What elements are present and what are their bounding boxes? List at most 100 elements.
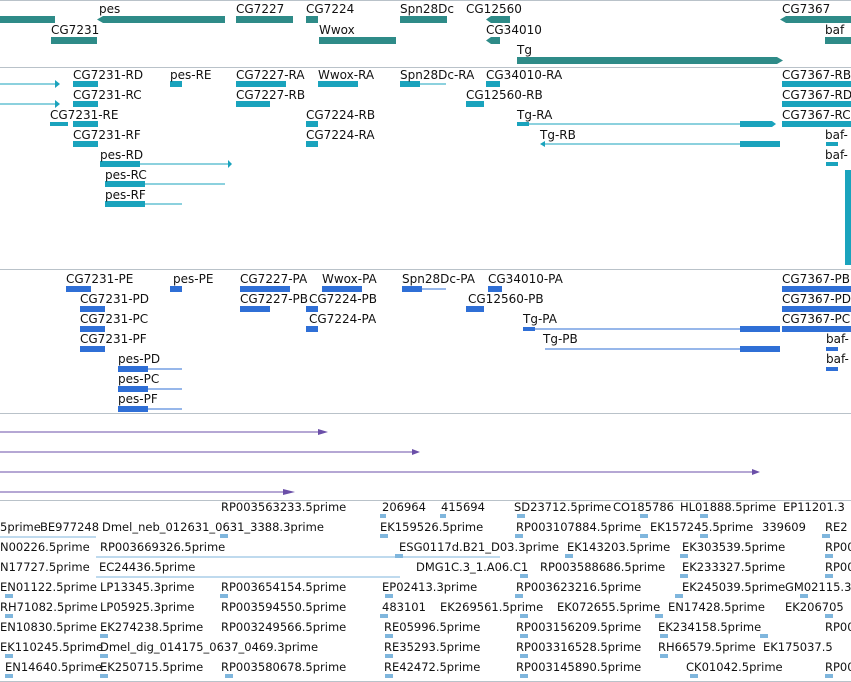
protein-feature-glyph[interactable] [240, 306, 270, 312]
est-label[interactable]: EK157245.5prime [650, 520, 754, 534]
gene-bar[interactable] [486, 37, 500, 44]
est-label[interactable]: CO185786 [613, 500, 674, 514]
transcript-label[interactable]: CG7227-RB [236, 88, 306, 102]
transcript-label[interactable]: Tg-RA [517, 108, 553, 122]
est-feature-glyph[interactable] [700, 534, 708, 538]
est-feature-glyph[interactable] [5, 594, 13, 598]
transcript-feature-glyph[interactable] [73, 101, 98, 107]
transcript-feature-glyph[interactable] [100, 161, 140, 167]
gene-bar[interactable] [306, 16, 318, 23]
protein-feature-glyph[interactable] [782, 306, 851, 312]
est-feature-glyph[interactable] [660, 654, 668, 658]
protein-feature-glyph[interactable] [240, 286, 290, 292]
transcript-feature-glyph[interactable] [826, 162, 838, 166]
est-feature-glyph[interactable] [675, 594, 683, 598]
est-label[interactable]: EK303539.5prime [682, 540, 786, 554]
est-feature-glyph[interactable] [380, 534, 388, 538]
est-feature-glyph[interactable] [380, 514, 386, 518]
est-label[interactable]: RP003669326.5prime [100, 540, 226, 554]
transcript-feature-glyph[interactable] [845, 170, 851, 265]
protein-label[interactable]: CG7231-PE [66, 272, 134, 286]
est-feature-glyph[interactable] [5, 654, 13, 658]
est-feature-glyph[interactable] [520, 574, 528, 578]
transcript-feature-glyph[interactable] [782, 81, 851, 87]
est-label[interactable]: N00226.5prime [0, 540, 90, 554]
est-label[interactable]: ESG0117d.B21_D03.3prime [399, 540, 559, 554]
transcript-feature-glyph[interactable] [517, 122, 529, 126]
transcript-label[interactable]: CG7367-RC [782, 108, 851, 122]
transcript-label[interactable]: CG34010-RA [486, 68, 563, 82]
est-label[interactable]: RP003654154.5prime [221, 580, 347, 594]
transcript-feature-glyph[interactable] [782, 121, 851, 127]
est-feature-glyph[interactable] [517, 514, 525, 518]
est-label[interactable]: EK110245.5prime [0, 640, 104, 654]
est-feature-glyph[interactable] [825, 554, 833, 558]
est-label[interactable]: RE35293.5prime [384, 640, 481, 654]
protein-label[interactable]: pes-PF [118, 392, 158, 406]
gene-bar[interactable] [486, 16, 510, 23]
protein-feature-glyph[interactable] [826, 367, 838, 371]
est-feature-glyph[interactable] [440, 514, 446, 518]
est-feature-glyph[interactable] [825, 614, 833, 618]
transcript-feature-glyph[interactable] [740, 141, 780, 147]
est-feature-glyph[interactable] [822, 534, 830, 538]
transcript-feature-glyph[interactable] [772, 121, 776, 127]
transcript-feature-glyph[interactable] [228, 160, 232, 168]
gene-bar[interactable] [400, 16, 447, 23]
est-feature-glyph[interactable] [220, 594, 228, 598]
est-label[interactable]: CK01042.5prime [686, 660, 783, 674]
est-label[interactable]: EK206705 [785, 600, 844, 614]
gene-label[interactable]: pes [99, 2, 121, 16]
alignment-feature-glyph[interactable] [283, 489, 295, 495]
transcript-label[interactable]: Tg-RB [540, 128, 576, 142]
gene-bar[interactable] [51, 37, 97, 44]
est-feature-glyph[interactable] [800, 594, 808, 598]
transcript-feature-glyph[interactable] [306, 121, 318, 127]
protein-label[interactable]: pes-PD [118, 352, 161, 366]
est-feature-glyph[interactable] [690, 674, 698, 678]
protein-feature-glyph[interactable] [322, 286, 362, 292]
est-feature-glyph[interactable] [680, 554, 688, 558]
est-feature-glyph[interactable] [385, 594, 393, 598]
protein-label[interactable]: baf- [826, 352, 849, 366]
est-label[interactable]: RP003107884.5prime [516, 520, 642, 534]
transcript-feature-glyph[interactable] [105, 201, 145, 207]
alignment-feature-glyph[interactable] [752, 469, 760, 475]
protein-feature-glyph[interactable] [740, 326, 780, 332]
protein-feature-glyph[interactable] [80, 326, 105, 332]
est-feature-glyph[interactable] [660, 634, 668, 638]
est-label[interactable]: EK175037.5 [763, 640, 833, 654]
protein-feature-glyph[interactable] [402, 286, 422, 292]
protein-label[interactable]: Spn28Dc-PA [402, 272, 475, 286]
transcript-feature-glyph[interactable] [55, 100, 60, 108]
gene-bar[interactable] [780, 16, 851, 23]
est-feature-glyph[interactable] [655, 614, 663, 618]
transcript-feature-glyph[interactable] [486, 81, 500, 87]
gene-label[interactable]: baf [825, 23, 845, 37]
transcript-feature-glyph[interactable] [306, 141, 318, 147]
est-label[interactable]: SD23712.5prime [514, 500, 612, 514]
est-feature-glyph[interactable] [225, 674, 233, 678]
est-label[interactable]: EK143203.5prime [567, 540, 671, 554]
gene-bar[interactable] [0, 16, 55, 23]
protein-label[interactable]: Wwox-PA [322, 272, 377, 286]
transcript-feature-glyph[interactable] [73, 121, 98, 127]
est-label[interactable]: EK234158.5prime [658, 620, 762, 634]
transcript-label[interactable]: Spn28Dc-RA [400, 68, 475, 82]
protein-feature-glyph[interactable] [306, 326, 318, 332]
est-label[interactable]: EK245039.5prime [682, 580, 786, 594]
protein-label[interactable]: CG7227-PB [240, 292, 309, 306]
est-feature-glyph[interactable] [520, 654, 528, 658]
transcript-label[interactable]: CG7231-RE [50, 108, 119, 122]
est-feature-glyph[interactable] [520, 674, 528, 678]
est-label[interactable]: DMG1C.3_1.A06.C1 [416, 560, 529, 574]
est-label[interactable]: RP00 [825, 560, 851, 574]
est-feature-glyph[interactable] [825, 674, 833, 678]
protein-label[interactable]: pes-PC [118, 372, 160, 386]
protein-feature-glyph[interactable] [523, 327, 535, 331]
gene-label[interactable]: CG7231 [51, 23, 100, 37]
protein-label[interactable]: CG7231-PF [80, 332, 147, 346]
est-feature-glyph[interactable] [640, 514, 648, 518]
est-label[interactable]: Dmel_dig_014175_0637_0469.3prime [100, 640, 319, 654]
est-feature-glyph[interactable] [395, 554, 403, 558]
